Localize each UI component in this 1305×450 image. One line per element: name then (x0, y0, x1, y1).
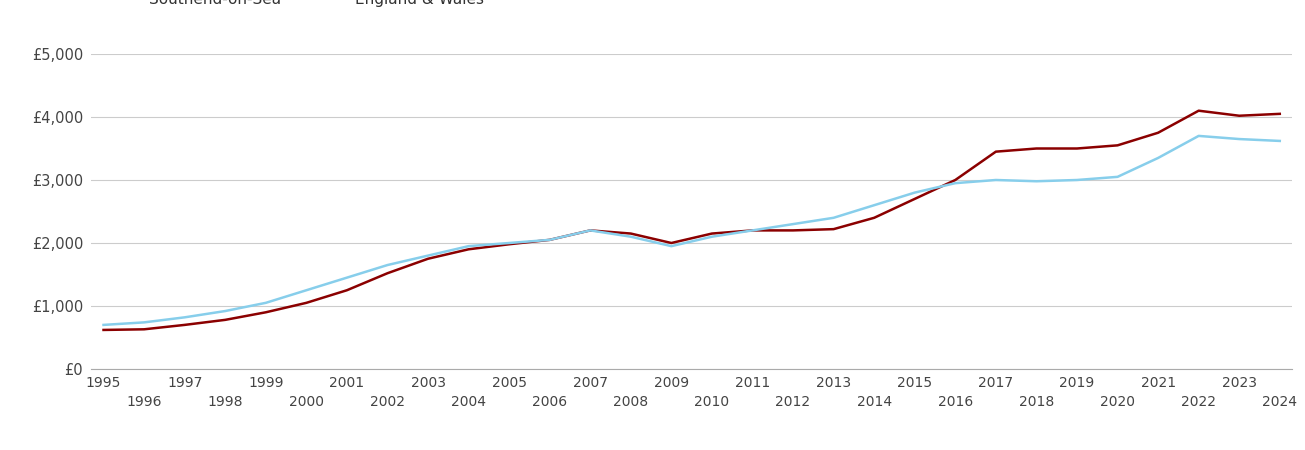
England & Wales (339, 275, 355, 280)
England & Wales (176, 315, 192, 320)
Southend-on-Sea (136, 327, 151, 332)
England & Wales (420, 253, 436, 258)
England & Wales (907, 190, 923, 195)
Southend-on-Sea (420, 256, 436, 261)
England & Wales (501, 240, 517, 246)
Southend-on-Sea (339, 288, 355, 293)
Legend: Southend-on-Sea, England & Wales: Southend-on-Sea, England & Wales (99, 0, 484, 7)
England & Wales (1272, 138, 1288, 144)
England & Wales (745, 228, 761, 233)
Southend-on-Sea (663, 240, 679, 246)
Southend-on-Sea (380, 270, 395, 276)
Southend-on-Sea (299, 300, 315, 306)
Southend-on-Sea (867, 215, 882, 220)
England & Wales (622, 234, 638, 239)
England & Wales (663, 243, 679, 249)
England & Wales (786, 221, 801, 227)
England & Wales (218, 308, 234, 314)
Southend-on-Sea (988, 149, 1004, 154)
Southend-on-Sea (1028, 146, 1044, 151)
Southend-on-Sea (907, 196, 923, 202)
England & Wales (542, 237, 557, 243)
England & Wales (582, 228, 598, 233)
England & Wales (826, 215, 842, 220)
Southend-on-Sea (826, 226, 842, 232)
England & Wales (988, 177, 1004, 183)
Southend-on-Sea (786, 228, 801, 233)
Line: England & Wales: England & Wales (103, 136, 1280, 325)
England & Wales (1109, 174, 1125, 180)
England & Wales (380, 262, 395, 268)
Southend-on-Sea (218, 317, 234, 323)
England & Wales (461, 243, 476, 249)
Southend-on-Sea (1272, 111, 1288, 117)
Southend-on-Sea (705, 231, 720, 236)
Southend-on-Sea (947, 177, 963, 183)
Southend-on-Sea (95, 327, 111, 333)
England & Wales (95, 322, 111, 328)
England & Wales (1069, 177, 1084, 183)
England & Wales (1150, 155, 1165, 161)
Southend-on-Sea (1232, 113, 1248, 118)
England & Wales (258, 300, 274, 306)
Southend-on-Sea (622, 231, 638, 236)
Southend-on-Sea (542, 237, 557, 243)
Southend-on-Sea (176, 322, 192, 328)
Southend-on-Sea (745, 228, 761, 233)
Southend-on-Sea (582, 228, 598, 233)
England & Wales (947, 180, 963, 186)
Line: Southend-on-Sea: Southend-on-Sea (103, 111, 1280, 330)
England & Wales (299, 288, 315, 293)
Southend-on-Sea (501, 242, 517, 247)
Southend-on-Sea (1109, 143, 1125, 148)
Southend-on-Sea (1150, 130, 1165, 135)
England & Wales (1232, 136, 1248, 142)
Southend-on-Sea (1191, 108, 1207, 113)
England & Wales (1191, 133, 1207, 139)
Southend-on-Sea (1069, 146, 1084, 151)
England & Wales (136, 320, 151, 325)
Southend-on-Sea (461, 247, 476, 252)
Southend-on-Sea (258, 310, 274, 315)
England & Wales (867, 202, 882, 208)
England & Wales (1028, 179, 1044, 184)
England & Wales (705, 234, 720, 239)
